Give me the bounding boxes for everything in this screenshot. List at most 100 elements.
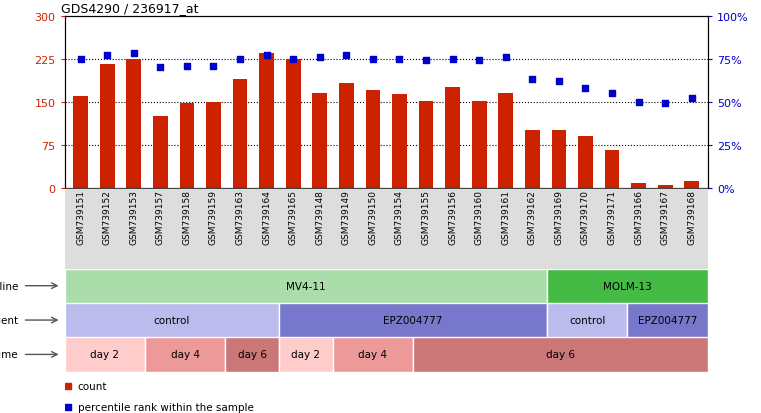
Bar <box>206 102 221 188</box>
Text: GSM739154: GSM739154 <box>395 190 404 244</box>
Point <box>686 96 698 102</box>
Bar <box>279 337 333 372</box>
Point <box>606 90 618 97</box>
Text: GSM739159: GSM739159 <box>209 190 218 245</box>
Point <box>154 65 167 71</box>
Bar <box>498 94 513 188</box>
Bar <box>419 101 433 188</box>
Point <box>101 53 113 59</box>
Bar <box>605 151 619 188</box>
Point <box>552 78 565 85</box>
Bar <box>65 188 708 269</box>
Text: percentile rank within the sample: percentile rank within the sample <box>78 402 253 412</box>
Bar <box>658 185 673 188</box>
Point <box>409 145 422 152</box>
Bar <box>279 303 547 337</box>
Point <box>409 333 422 339</box>
Text: GSM739170: GSM739170 <box>581 190 590 245</box>
Text: day 4: day 4 <box>170 349 199 360</box>
Bar <box>313 94 327 188</box>
Point <box>420 58 432 64</box>
Point <box>447 56 459 63</box>
Text: GSM739166: GSM739166 <box>634 190 643 245</box>
Text: GSM739171: GSM739171 <box>607 190 616 245</box>
Point <box>632 99 645 106</box>
Bar <box>632 184 646 188</box>
Bar <box>365 91 380 188</box>
Text: agent: agent <box>0 315 18 325</box>
Bar <box>547 303 627 337</box>
Text: GSM739151: GSM739151 <box>76 190 85 245</box>
Text: EPZ004777: EPZ004777 <box>384 315 443 325</box>
Point <box>579 85 591 92</box>
Bar <box>126 59 141 188</box>
Point <box>260 53 272 59</box>
Bar <box>233 80 247 188</box>
Text: GSM739169: GSM739169 <box>555 190 563 245</box>
Text: GSM739153: GSM739153 <box>129 190 139 245</box>
Text: day 2: day 2 <box>291 349 320 360</box>
Text: GSM739148: GSM739148 <box>315 190 324 244</box>
Bar <box>339 83 354 188</box>
Bar <box>333 337 413 372</box>
Text: time: time <box>0 349 18 360</box>
Bar <box>65 303 279 337</box>
Bar <box>472 101 486 188</box>
Bar <box>552 131 566 188</box>
Bar <box>392 95 407 188</box>
Bar <box>153 117 167 188</box>
Point <box>500 55 512 61</box>
Point <box>287 56 299 63</box>
Text: GSM739165: GSM739165 <box>288 190 298 245</box>
Bar <box>286 59 301 188</box>
Text: GSM739156: GSM739156 <box>448 190 457 245</box>
Text: cell line: cell line <box>0 281 18 291</box>
Point <box>340 53 352 59</box>
Point <box>659 101 671 107</box>
Text: GSM739150: GSM739150 <box>368 190 377 245</box>
Bar <box>578 137 593 188</box>
Bar <box>65 337 145 372</box>
Text: GSM739162: GSM739162 <box>528 190 537 244</box>
Text: control: control <box>569 315 605 325</box>
Text: EPZ004777: EPZ004777 <box>638 315 697 325</box>
Text: GSM739152: GSM739152 <box>103 190 112 244</box>
Text: GSM739161: GSM739161 <box>501 190 511 245</box>
Bar <box>73 97 88 188</box>
Text: count: count <box>78 381 107 391</box>
Text: day 6: day 6 <box>237 349 267 360</box>
Text: control: control <box>154 315 190 325</box>
Bar <box>260 54 274 188</box>
Point <box>527 77 539 83</box>
Bar <box>627 303 708 337</box>
Bar <box>100 65 114 188</box>
Bar <box>145 337 225 372</box>
Point <box>393 56 406 63</box>
Bar <box>547 269 708 303</box>
Point <box>314 55 326 61</box>
Point <box>208 63 220 70</box>
Bar <box>445 88 460 188</box>
Text: GDS4290 / 236917_at: GDS4290 / 236917_at <box>62 2 199 15</box>
Text: GSM739155: GSM739155 <box>422 190 431 245</box>
Text: GSM739158: GSM739158 <box>183 190 192 245</box>
Point <box>128 51 140 58</box>
Text: GSM739160: GSM739160 <box>475 190 484 245</box>
Bar <box>180 104 194 188</box>
Text: MOLM-13: MOLM-13 <box>603 281 651 291</box>
Bar <box>65 269 547 303</box>
Bar <box>525 131 540 188</box>
Point <box>181 63 193 70</box>
Point <box>75 56 87 63</box>
Point <box>473 58 486 64</box>
Bar <box>225 337 279 372</box>
Text: day 2: day 2 <box>91 349 119 360</box>
Text: GSM739167: GSM739167 <box>661 190 670 245</box>
Text: GSM739149: GSM739149 <box>342 190 351 244</box>
Text: GSM739157: GSM739157 <box>156 190 165 245</box>
Text: GSM739163: GSM739163 <box>236 190 244 245</box>
Bar <box>413 337 708 372</box>
Bar <box>684 181 699 188</box>
Text: GSM739168: GSM739168 <box>687 190 696 245</box>
Text: GSM739164: GSM739164 <box>262 190 271 244</box>
